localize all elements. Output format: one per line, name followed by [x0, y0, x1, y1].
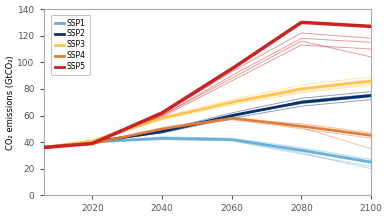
Legend: SSP1, SSP2, SSP3, SSP4, SSP5: SSP1, SSP2, SSP3, SSP4, SSP5: [51, 15, 90, 75]
Y-axis label: CO₂ emissions (GtCO₂): CO₂ emissions (GtCO₂): [5, 55, 15, 150]
